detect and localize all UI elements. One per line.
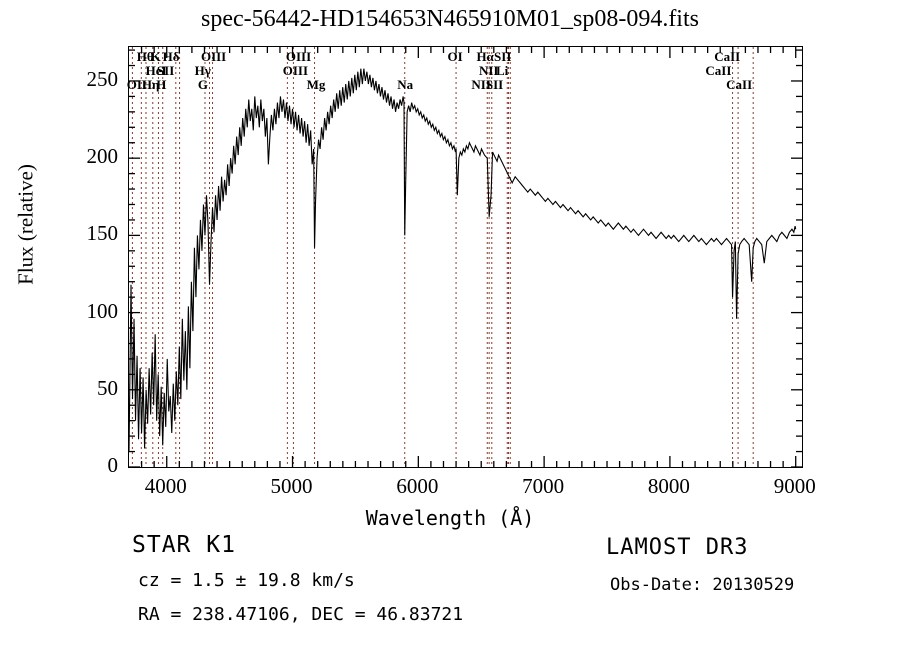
y-tick-label: 250 (86, 66, 119, 91)
spectral-line-label: CaII (705, 63, 732, 78)
spectral-line-label: OI (447, 49, 463, 64)
axis-ticks (129, 47, 802, 467)
page-title: spec-56442-HD154653N465910M01_sp08-094.f… (201, 6, 699, 32)
y-tick-label: 100 (86, 298, 119, 323)
x-tick-label: 5000 (270, 474, 313, 498)
spectral-line-label: OIII (282, 63, 309, 78)
spectral-line-label: CaII (726, 77, 753, 92)
spectral-line-label: OII (126, 77, 147, 92)
spectral-line-label: SII (494, 49, 512, 64)
spectrum-canvas (129, 47, 802, 467)
y-tick-label: 150 (86, 221, 119, 246)
survey-name: LAMOST DR3 (606, 535, 749, 560)
spectral-line-label: Hδ (162, 49, 180, 64)
spectral-line-label: SII (156, 63, 175, 78)
emission-line-markers (131, 47, 754, 467)
spectral-line-label: Mg (306, 77, 326, 92)
x-axis-title: Wavelength (Å) (365, 506, 535, 530)
spectral-line-label: OIII (285, 49, 312, 64)
coordinates: RA = 238.47106, DEC = 46.83721 (138, 604, 464, 625)
spectral-line-label: Hα (476, 49, 494, 64)
spectral-line-label: K (150, 49, 161, 64)
spectral-line-label: NII (471, 77, 491, 92)
x-tick-label: 7000 (522, 474, 565, 498)
x-tick-label: 9000 (773, 474, 816, 498)
spectral-line-label: Li (495, 63, 509, 78)
x-tick-label: 6000 (396, 474, 439, 498)
redshift-velocity: cz = 1.5 ± 19.8 km/s (138, 570, 355, 591)
spectral-line-label: Na (397, 77, 414, 92)
y-tick-label: 50 (97, 375, 118, 400)
spectral-line-label: Hγ (194, 63, 211, 78)
spectral-line-label: Hη (141, 77, 160, 92)
spectral-line-label: NII (478, 63, 499, 78)
observation-date: Obs-Date: 20130529 (610, 575, 795, 595)
spectral-line-label: HeI (145, 63, 167, 78)
spectral-line-label: H (156, 77, 167, 92)
y-tick-label: 200 (86, 144, 119, 169)
spectral-line-label: SII (485, 77, 504, 92)
spectrum-plot (128, 46, 803, 468)
spectral-line-label: OIII (200, 49, 227, 64)
x-tick-label: 4000 (144, 474, 187, 498)
y-axis-title: Flux (relative) (13, 164, 38, 285)
spectrum-trace (129, 68, 797, 452)
spectral-line-label: Hθ (136, 49, 154, 64)
spectral-line-label: G (197, 77, 208, 92)
spectral-line-label: CaII (714, 49, 741, 64)
x-tick-label: 8000 (647, 474, 690, 498)
y-tick-label: 0 (107, 453, 119, 477)
object-classification: STAR K1 (132, 532, 236, 558)
